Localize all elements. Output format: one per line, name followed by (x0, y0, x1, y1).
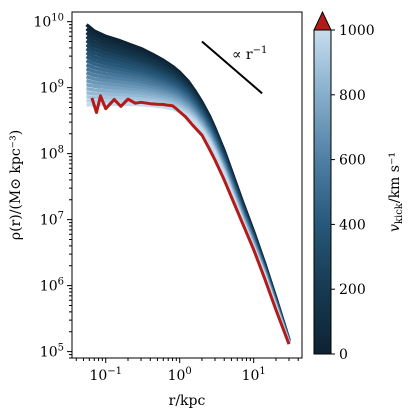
kick-profile-line (86, 99, 291, 345)
y-axis-ticks: 105 106 107 108 109 1010 (33, 13, 72, 361)
colorbar-tick-label: 200 (339, 282, 366, 298)
colorbar-extend-arrow (313, 10, 332, 31)
colorbar-tick-label: 800 (339, 88, 366, 104)
x-tick-label: 101 (242, 366, 266, 384)
kick-profile-line (86, 95, 291, 345)
y-axis-label: ρ(r)/(M⊙ kpc⁻³) (8, 130, 24, 240)
x-tick-label: 100 (168, 366, 192, 384)
kick-profile-line (86, 86, 291, 344)
y-tick-label: 107 (40, 211, 64, 229)
slope-annotation: ∝ r−1 (232, 45, 267, 63)
reference-profile-series (90, 94, 291, 345)
colorbar-tick-label: 1000 (339, 23, 375, 39)
colorbar: 0 200 400 600 800 1000 vkick/km s⁻¹ (313, 10, 405, 363)
y-tick-label: 108 (40, 145, 64, 163)
y-tick-label: 109 (40, 79, 64, 97)
colorbar-tick-label: 600 (339, 153, 366, 169)
series-line (90, 94, 291, 345)
slope-reference-line (201, 40, 263, 95)
colorbar-tick-label: 400 (339, 217, 366, 233)
colorbar-label: vkick/km s⁻¹ (387, 152, 405, 232)
plot-area (71, 11, 303, 359)
y-tick-label: 106 (40, 277, 64, 295)
kick-profile-line (86, 82, 291, 344)
x-axis-ticks: 10−1 100 101 (75, 358, 299, 384)
colorbar-tick-label: 0 (339, 347, 348, 363)
colorbar-ticks: 0 200 400 600 800 1000 (331, 23, 375, 363)
kick-profile-line (86, 102, 291, 345)
kick-profile-line (86, 91, 291, 345)
colorbar-gradient (313, 29, 332, 355)
kick-profile-family (85, 23, 291, 345)
x-axis-label: r/kpc (169, 393, 206, 409)
y-tick-label: 105 (40, 343, 64, 361)
x-tick-label: 10−1 (89, 366, 122, 384)
y-tick-label: 1010 (33, 13, 64, 31)
